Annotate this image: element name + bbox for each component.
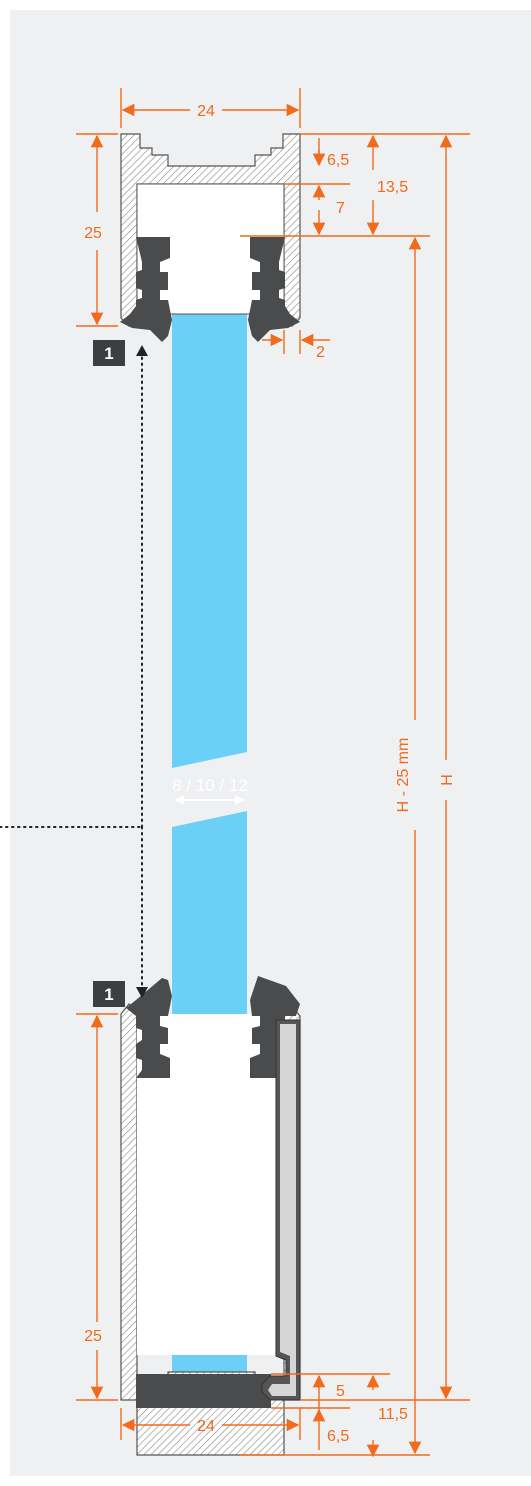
dim-lip-2: 2 — [316, 344, 325, 361]
dim-top-13-5: 13,5 — [377, 179, 408, 196]
bottom-profile — [120, 976, 301, 1456]
dim-glass-thickness: 8 / 10 / 12 — [172, 776, 248, 795]
dim-top-6-5: 6,5 — [327, 152, 349, 169]
top-profile — [120, 133, 301, 342]
dim-bottom-height: 25 — [84, 1328, 102, 1345]
arrowhead-icon — [136, 345, 148, 356]
dim-top-height: 25 — [84, 225, 102, 242]
arrowhead-icon — [136, 987, 148, 998]
dim-glass-height: H - 25 mm — [395, 738, 412, 813]
dim-bottom-5: 5 — [336, 1383, 345, 1400]
dim-total-height: H — [439, 774, 456, 786]
badge-top: 1 — [93, 340, 125, 366]
dim-top-7: 7 — [336, 200, 345, 217]
glass-thickness-arrow — [174, 795, 245, 805]
dimension-lines — [76, 88, 470, 1458]
badge-bottom: 1 — [93, 981, 125, 1007]
badge-top-label: 1 — [104, 344, 113, 363]
callout-leader — [0, 345, 148, 998]
dim-bottom-width: 24 — [197, 1418, 215, 1435]
dim-bottom-6-5: 6,5 — [327, 1428, 349, 1445]
dim-top-width: 24 — [197, 103, 215, 120]
dim-bottom-11-5: 11,5 — [378, 1406, 408, 1423]
badge-bottom-label: 1 — [104, 985, 113, 1004]
